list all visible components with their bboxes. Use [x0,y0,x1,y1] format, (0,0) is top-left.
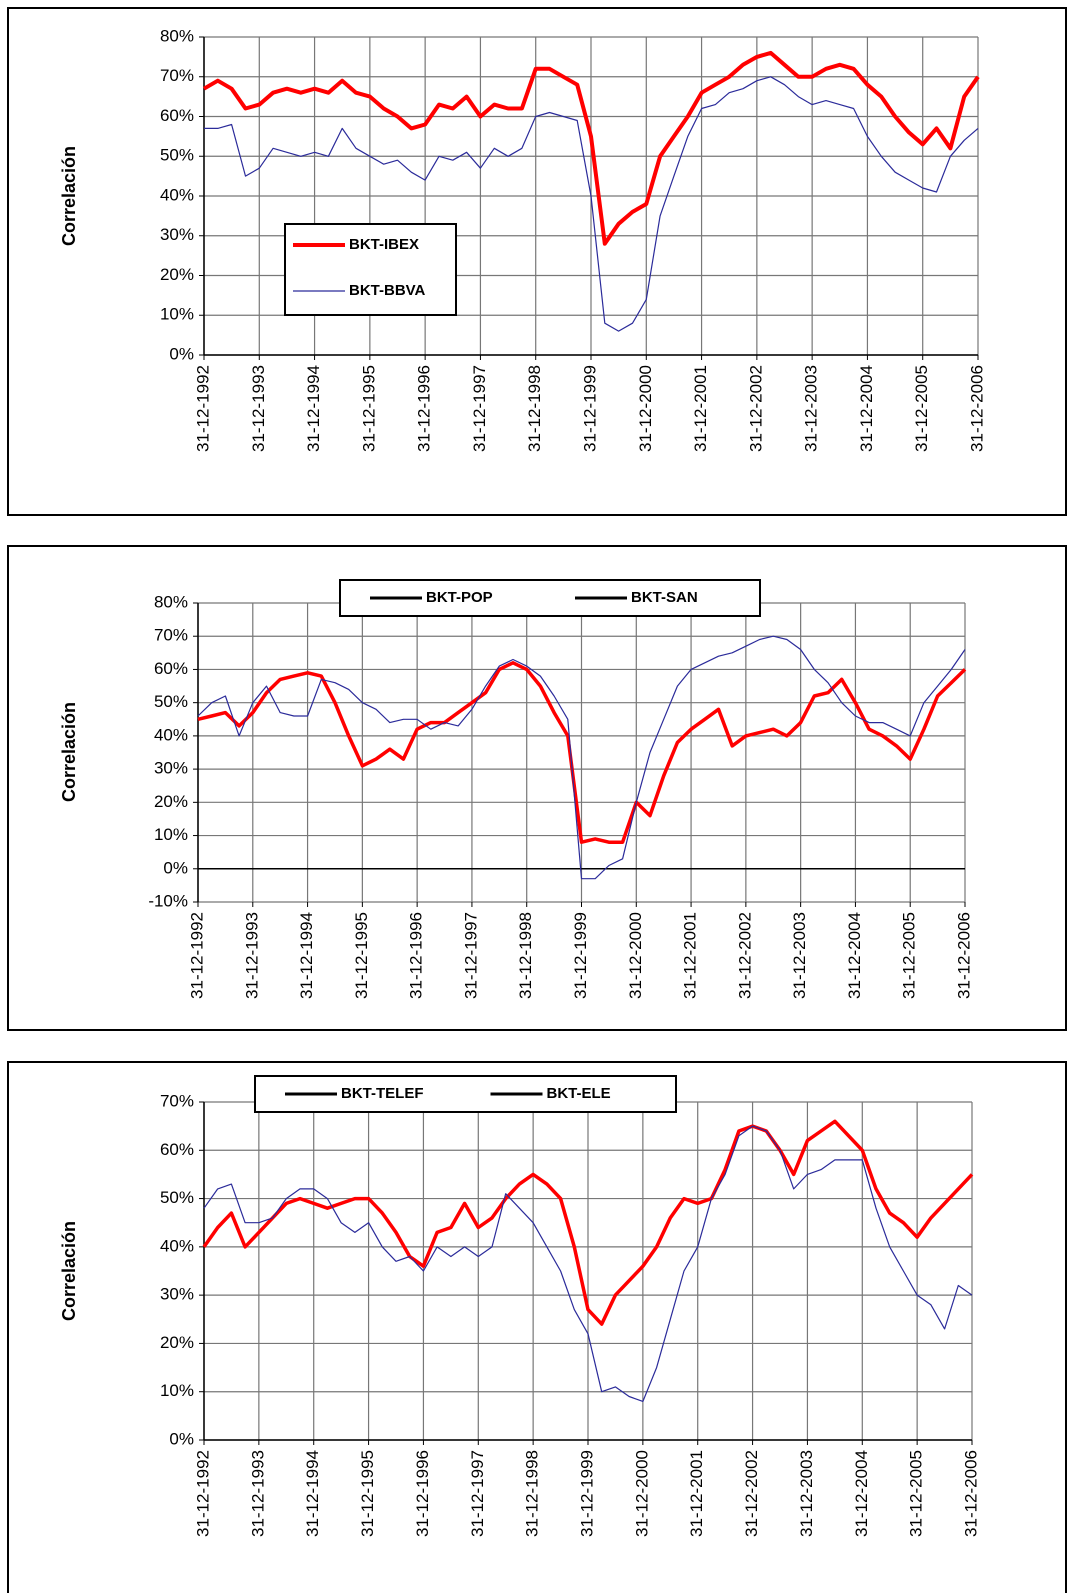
y-tick-label: 70% [160,1091,194,1110]
y-tick-label: 30% [160,1285,194,1304]
x-tick-label: 31-12-2003 [797,1450,816,1537]
x-tick-label: 31-12-1993 [248,1450,267,1537]
x-tick-label: 31-12-2002 [746,365,765,452]
x-tick-label: 31-12-1997 [470,365,489,452]
x-tick-label: 31-12-2004 [857,365,876,452]
y-tick-label: 20% [160,1333,194,1352]
x-tick-label: 31-12-1997 [468,1450,487,1537]
y-tick-label: -10% [148,891,188,910]
series-line [202,50,980,246]
x-tick-label: 31-12-1999 [580,365,599,452]
x-tick-label: 31-12-1993 [242,912,261,999]
legend-label: BKT-BBVA [349,282,426,299]
x-tick-label: 31-12-2002 [735,912,754,999]
x-tick-label: 31-12-2001 [687,1450,706,1537]
x-tick-label: 31-12-2001 [681,912,700,999]
series-line [197,661,967,844]
y-tick-label: 20% [160,265,194,284]
x-tick-label: 31-12-1998 [525,365,544,452]
y-tick-label: 50% [154,692,188,711]
panel-frame [7,545,1067,1031]
legend-label: BKT-POP [426,589,493,606]
y-tick-label: 40% [154,725,188,744]
legend-label: BKT-SAN [631,589,698,606]
x-tick-label: 31-12-1992 [193,365,212,452]
y-tick-label: 80% [154,592,188,611]
x-tick-label: 31-12-1997 [461,912,480,999]
x-tick-label: 31-12-1993 [249,365,268,452]
x-tick-label: 31-12-2004 [845,912,864,999]
y-tick-label: 0% [163,858,188,877]
x-tick-label: 31-12-1999 [577,1450,596,1537]
legend-box [284,223,457,316]
y-tick-label: 20% [154,792,188,811]
x-tick-label: 31-12-2003 [790,912,809,999]
y-tick-label: 10% [160,1381,194,1400]
chart: 0% 10% 20% 30% 40% 50% 60% 70% 31-12-1992 31-12-1… [7,1061,1067,1593]
x-tick-label: 31-12-1995 [358,1450,377,1537]
x-tick-label: 31-12-1994 [297,912,316,999]
legend-label: BKT-ELE [547,1085,611,1102]
y-tick-label: 50% [160,1188,194,1207]
x-tick-label: 31-12-1995 [359,365,378,452]
series-line [203,1125,973,1402]
x-tick-label: 31-12-1992 [187,912,206,999]
x-tick-label: 31-12-1995 [352,912,371,999]
x-tick-label: 31-12-1998 [523,1450,542,1537]
y-axis-title: Correlación [59,146,79,246]
x-tick-label: 31-12-1998 [516,912,535,999]
y-tick-label: 40% [160,185,194,204]
y-tick-label: 0% [169,1429,194,1448]
x-tick-label: 31-12-1994 [304,365,323,452]
x-tick-label: 31-12-1996 [413,1450,432,1537]
x-tick-label: 31-12-2006 [954,912,973,999]
y-tick-label: 30% [160,225,194,244]
y-axis-title: Correlación [59,1221,79,1321]
y-tick-label: 60% [154,659,188,678]
y-tick-label: 50% [160,146,194,165]
x-tick-label: 31-12-1999 [571,912,590,999]
legend-label: BKT-TELEF [341,1085,424,1102]
series-line [197,635,966,880]
x-tick-label: 31-12-2003 [802,365,821,452]
x-tick-label: 31-12-2004 [852,1450,871,1537]
y-tick-label: 60% [160,1140,194,1159]
x-tick-label: 31-12-2000 [632,1450,651,1537]
legend-label: BKT-IBEX [349,236,419,253]
y-axis-title: Correlación [59,702,79,802]
y-tick-label: 10% [160,305,194,324]
x-tick-label: 31-12-1994 [303,1450,322,1537]
x-tick-label: 31-12-2005 [900,912,919,999]
series-line [204,76,979,332]
y-tick-label: 30% [154,759,188,778]
y-tick-label: 70% [160,66,194,85]
y-tick-label: 60% [160,106,194,125]
y-tick-label: 10% [154,825,188,844]
x-tick-label: 31-12-2000 [626,912,645,999]
y-tick-label: 0% [169,344,194,363]
x-tick-label: 31-12-1996 [415,365,434,452]
chart: -10% 0% 10% 20% 30% 40% 50% 60% 70% 80% 31-12-1992… [7,545,1067,1031]
x-tick-label: 31-12-2006 [961,1450,980,1537]
x-tick-label: 31-12-1996 [407,912,426,999]
x-tick-label: 31-12-2005 [907,1450,926,1537]
x-tick-label: 31-12-2002 [742,1450,761,1537]
panel-frame [7,7,1067,516]
y-tick-label: 70% [154,626,188,645]
x-tick-label: 31-12-2001 [691,365,710,452]
chart: 0% 10% 20% 30% 40% 50% 60% 70% 80% 31-12-1992 31-1… [7,7,1067,516]
x-tick-label: 31-12-1992 [193,1450,212,1537]
x-tick-label: 31-12-2006 [967,365,986,452]
x-tick-label: 31-12-2005 [912,365,931,452]
y-tick-label: 40% [160,1236,194,1255]
x-tick-label: 31-12-2000 [636,365,655,452]
y-tick-label: 80% [160,26,194,45]
